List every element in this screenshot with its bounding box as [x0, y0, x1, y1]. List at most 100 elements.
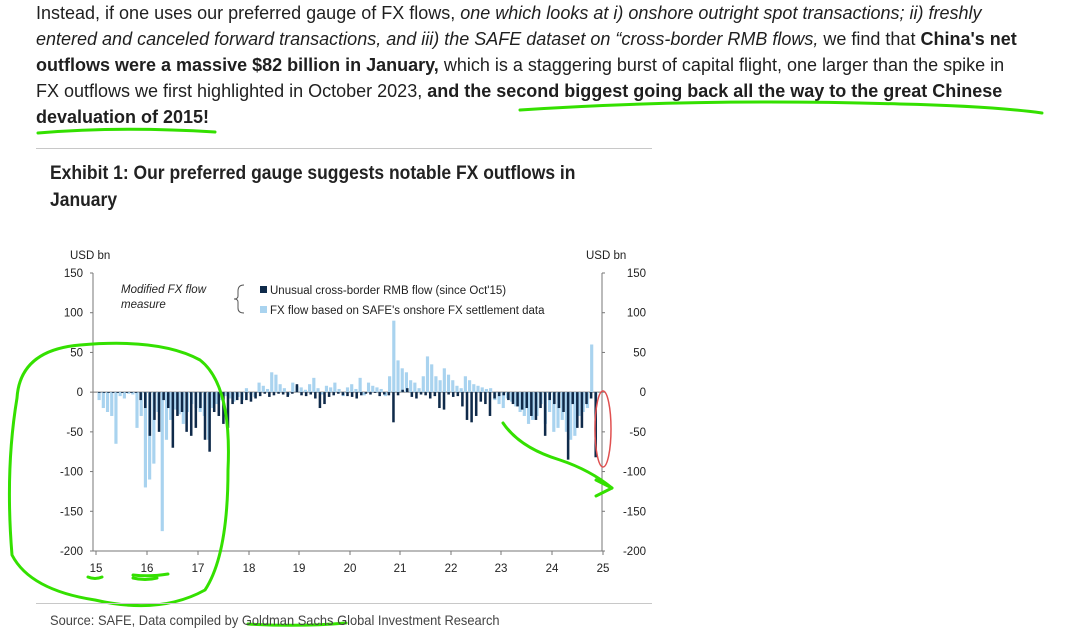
bar-cross-border-rmb [144, 392, 147, 409]
bar-fx-settlement [455, 385, 459, 393]
bar-cross-border-rmb [355, 392, 358, 399]
bar-cross-border-rmb [530, 392, 533, 416]
bar-cross-border-rmb [116, 392, 119, 393]
bar-fx-settlement [569, 392, 573, 440]
bar-cross-border-rmb [465, 392, 469, 420]
green-underline-15 [86, 575, 104, 580]
bar-cross-border-rmb [360, 392, 363, 396]
bar-fx-settlement [122, 392, 126, 399]
green-underline-16-a [131, 576, 159, 581]
y-tick-label-left: 150 [64, 268, 83, 280]
bar-cross-border-rmb [286, 392, 290, 397]
bar-fx-settlement [211, 392, 215, 409]
legend-swatch-dark [260, 286, 267, 293]
bar-fx-settlement [228, 392, 232, 399]
paragraph-text: FX outflows we first highlighted in Octo… [36, 81, 428, 101]
bar-fx-settlement [388, 376, 392, 393]
y-tick-label-left: -100 [60, 467, 83, 479]
x-tick-label: 20 [344, 563, 357, 575]
y-tick-label-right: 100 [627, 308, 646, 320]
bar-cross-border-rmb [107, 392, 110, 393]
y-tick-label-right: -200 [623, 546, 646, 558]
bar-fx-settlement [169, 392, 173, 420]
bar-cross-border-rmb [254, 392, 257, 399]
bar-cross-border-rmb [383, 392, 386, 395]
bar-cross-border-rmb [153, 392, 156, 420]
exhibit-title: Exhibit 1: Our preferred gauge suggests … [50, 160, 602, 214]
bar-fx-settlement [97, 392, 101, 401]
bar-fx-settlement [590, 344, 594, 393]
bar-cross-border-rmb [424, 392, 427, 396]
bar-cross-border-rmb [451, 392, 455, 397]
bar-cross-border-rmb [258, 392, 262, 397]
bar-cross-border-rmb [396, 392, 400, 396]
bar-cross-border-rmb [410, 392, 414, 397]
bar-fx-settlement [329, 387, 333, 393]
green-arrow-head [594, 478, 614, 498]
bar-cross-border-rmb [571, 392, 574, 405]
bar-fx-settlement [577, 392, 581, 416]
bar-cross-border-rmb [442, 392, 446, 410]
bar-cross-border-rmb [148, 392, 152, 436]
bar-cross-border-rmb [548, 392, 551, 401]
bar-cross-border-rmb [456, 392, 460, 397]
bar-cross-border-rmb [373, 392, 377, 393]
bar-cross-border-rmb [166, 392, 170, 409]
bar-cross-border-rmb [281, 392, 285, 395]
bar-fx-settlement [320, 392, 324, 395]
exhibit-title-line-1: Exhibit 1: Our preferred gauge suggests … [50, 163, 576, 184]
bar-fx-settlement [135, 392, 139, 428]
paragraph-italic-text: entered and canceled forward transaction… [36, 29, 819, 49]
y-tick-label-left: 50 [70, 347, 83, 359]
paragraph-text: Instead, if one uses our preferred gauge… [36, 3, 461, 23]
bar-fx-settlement [118, 392, 122, 397]
bar-fx-settlement [417, 388, 421, 393]
bar-cross-border-rmb [474, 392, 478, 416]
bar-cross-border-rmb [566, 392, 570, 460]
bar-fx-settlement [560, 392, 564, 420]
paragraph-bold-text: outflows were a massive $82 billion in J… [36, 55, 439, 75]
green-underline-devaluation [36, 127, 217, 135]
bar-cross-border-rmb [226, 392, 230, 428]
bar-fx-settlement [392, 320, 396, 393]
chart-legend: Modified FX flow measure Unusual cross-b… [121, 284, 545, 317]
bar-cross-border-rmb [428, 392, 432, 399]
bar-cross-border-rmb [245, 392, 248, 401]
bar-cross-border-rmb [516, 392, 519, 407]
x-tick-label: 23 [495, 563, 508, 575]
bar-fx-settlement [514, 392, 518, 407]
paragraph-bold-text: devaluation of 2015! [36, 107, 210, 127]
bar-cross-border-rmb [585, 392, 588, 405]
bar-cross-border-rmb [272, 392, 276, 396]
bar-cross-border-rmb [401, 389, 404, 393]
bar-cross-border-rmb [300, 392, 303, 396]
bar-fx-settlement [476, 385, 480, 393]
exhibit-bottom-rule [36, 603, 652, 604]
bar-fx-settlement [257, 382, 261, 393]
bar-fx-settlement [556, 392, 560, 428]
bar-fx-settlement [421, 376, 425, 393]
bar-fx-settlement [164, 392, 169, 440]
bar-cross-border-rmb [392, 392, 395, 423]
bar-cross-border-rmb [576, 392, 579, 428]
bar-fx-settlement [152, 392, 156, 464]
bar-fx-settlement [459, 388, 463, 393]
bar-fx-settlement [497, 392, 501, 405]
bar-cross-border-rmb [318, 392, 322, 409]
bar-cross-border-rmb [580, 392, 584, 428]
bar-cross-border-rmb [433, 392, 437, 397]
bar-cross-border-rmb [171, 392, 175, 448]
bar-fx-settlement [215, 392, 219, 405]
bar-cross-border-rmb [295, 384, 299, 393]
bar-cross-border-rmb [327, 392, 331, 397]
bar-fx-settlement [434, 376, 438, 393]
legend-label-light: FX flow based on SAFE's onshore FX settl… [270, 305, 545, 317]
bar-cross-border-rmb [438, 392, 441, 409]
bar-cross-border-rmb [447, 392, 450, 395]
bar-cross-border-rmb [157, 392, 161, 432]
bar-cross-border-rmb [208, 392, 211, 452]
bar-cross-border-rmb [217, 392, 221, 416]
bar-fx-settlement [316, 388, 320, 393]
bar-cross-border-rmb [415, 392, 418, 399]
